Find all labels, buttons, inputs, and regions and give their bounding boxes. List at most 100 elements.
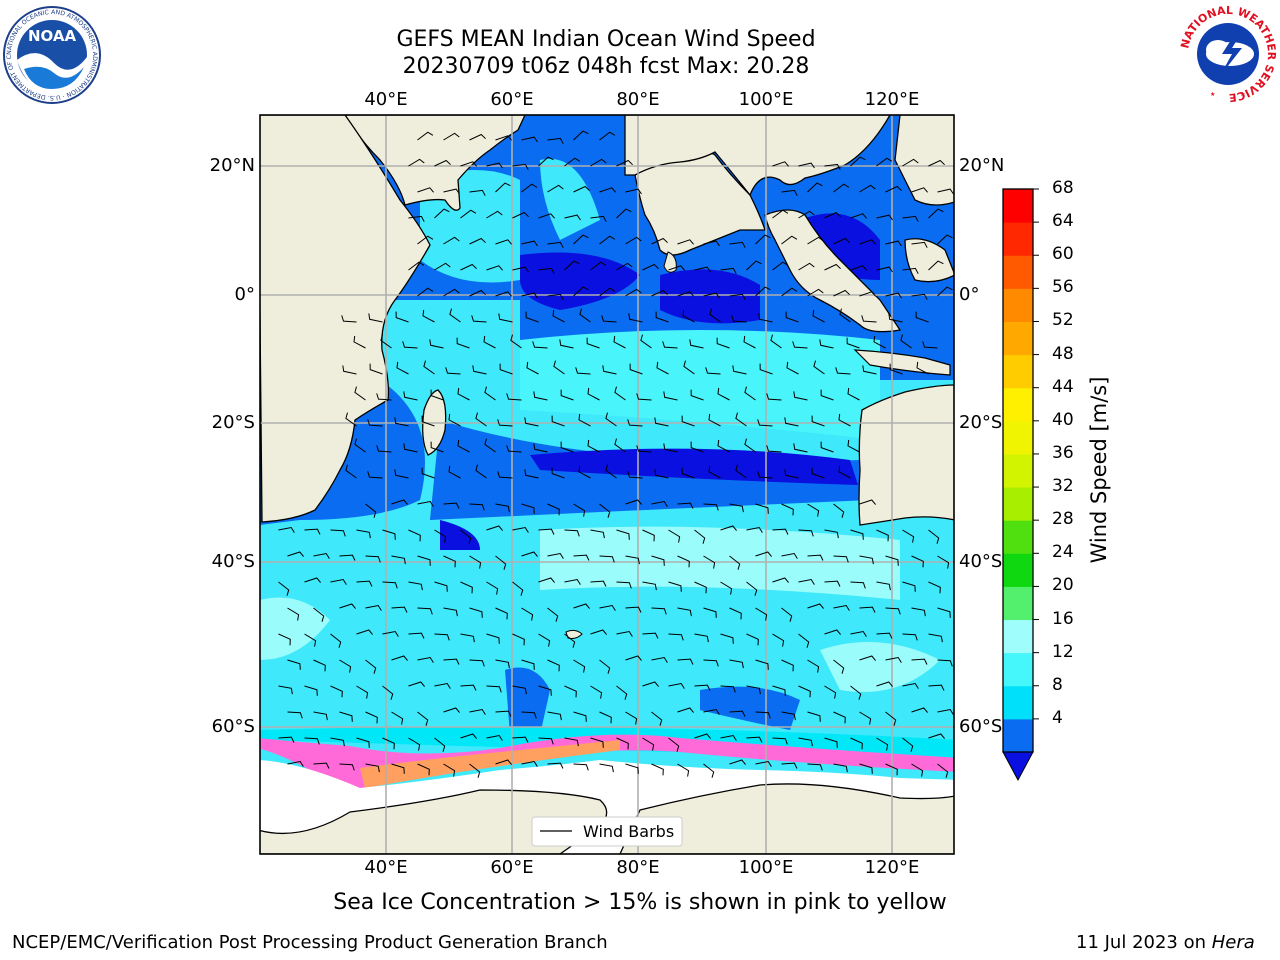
wind-barb [885,292,902,299]
wind-barb [547,711,562,721]
wind-barb [510,334,522,349]
wind-barb [720,581,733,595]
wind-barb [746,685,761,695]
wind-barb [495,503,510,513]
wind-barb [729,710,746,717]
wind-barb [793,391,808,401]
wind-barb [365,711,378,724]
wind-barb [694,684,711,691]
lat-label-right: 0° [959,284,980,305]
wind-barb [421,415,435,427]
wind-barb [369,363,383,375]
wind-barb [460,263,477,271]
wind-barb [408,261,425,271]
wind-barb [708,413,721,427]
wind-barb [287,659,301,670]
wind-barb [443,502,460,509]
wind-barb [599,287,616,297]
wind-barb [460,733,477,739]
wind-barb [928,581,941,594]
wind-barb [876,157,893,167]
colorbar-tick-label: 32 [1052,476,1074,497]
wind-barb [495,759,512,765]
wind-barb [616,208,632,219]
wind-barb [365,763,380,773]
wind-barb [746,581,758,596]
wind-barb [495,710,512,717]
wind-barb [423,360,435,375]
wind-barb [547,552,564,559]
wind-barb [663,391,678,401]
wind-barb [616,685,628,700]
svg-text:★: ★ [1240,91,1245,98]
wind-barb [547,762,564,769]
wind-barb [616,262,633,271]
wind-barb [889,363,903,375]
wind-barb [408,158,425,167]
wind-barb [902,737,914,752]
wind-barb [538,685,552,696]
wind-barb [339,659,352,673]
wind-barb [928,208,944,219]
colorbar-bin [1003,321,1033,356]
wind-barb [625,499,642,505]
wind-barb [793,443,808,453]
wind-barb [708,465,721,479]
wind-barb [547,503,560,516]
wind-barb [937,763,949,778]
wind-barb [564,578,581,585]
wind-barb [521,240,538,247]
wind-barb [807,711,821,722]
wind-barb [900,334,912,349]
wind-barb [677,607,692,617]
wind-barb [785,311,799,323]
wind-barb [417,555,431,566]
wind-barb [755,760,772,767]
wind-barb [417,607,433,615]
wind-barb [538,633,551,647]
wind-barb [824,737,838,748]
wind-barb [434,159,451,167]
wind-barb [475,412,487,427]
wind-barb [820,441,834,453]
lon-label-top: 60°E [490,89,534,110]
wind-barb [625,711,638,725]
wind-barb [902,215,919,222]
wind-barb [613,335,626,349]
wind-barb [382,529,396,540]
wind-barb [807,182,823,193]
wind-barb [552,309,565,323]
footer-date-text: 11 Jul 2023 on [1076,932,1212,953]
wind-barb [365,659,377,674]
wind-barb [521,551,538,557]
wind-barb [382,630,399,637]
lon-label-bottom: 80°E [616,857,660,878]
wind-barb [354,438,366,453]
wind-barb [391,606,408,613]
wind-barb [720,685,736,693]
wind-barb [772,577,789,583]
wind-barb [681,467,695,479]
wind-barb [876,632,893,639]
wind-barb [330,685,343,698]
wind-barb [729,607,742,620]
wind-barb [876,529,889,542]
wind-barb [495,659,510,669]
wind-barb [573,711,587,722]
colorbar [1002,188,1039,782]
wind-barbs [278,130,954,778]
wind-barb [521,659,535,670]
wind-barb [690,441,704,453]
wind-barb [859,239,876,245]
wind-barb [850,529,864,540]
wind-barb [469,237,486,245]
wind-barb [367,419,383,427]
wind-barb [551,467,565,479]
wind-barb [533,391,548,401]
wind-barb [391,555,406,565]
wind-barb [759,363,773,375]
colorbar-bin [1003,189,1033,223]
wind-barb [720,633,734,644]
wind-barb [590,261,607,271]
wind-barb [408,737,421,751]
